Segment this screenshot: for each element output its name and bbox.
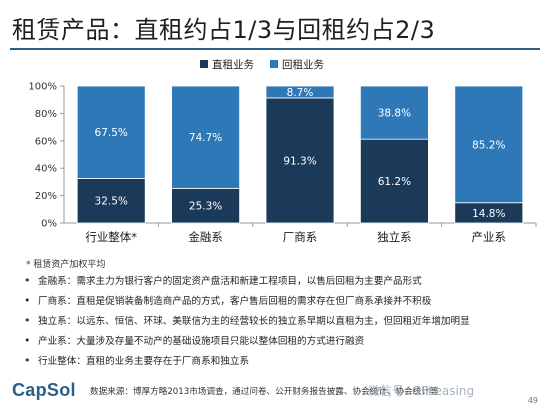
legend-swatch	[200, 60, 208, 68]
x-category-label: 金融系	[188, 230, 223, 244]
bullet-item: • 产业系：大量涉及存量不动产的基础设施项目只能以整体回租的方式进行融资	[24, 331, 544, 351]
y-tick-label: 20%	[35, 191, 57, 202]
x-category-label: 行业整体*	[85, 230, 137, 244]
legend-label: 直租业务	[212, 58, 254, 71]
bullet-item: • 厂商系：直租是促销装备制造商产品的方式，客户售后回租的需求存在但厂商系承接并不…	[24, 291, 544, 311]
x-category-label: 厂商系	[283, 230, 318, 244]
legend-swatch	[270, 60, 278, 68]
bar-segment	[76, 85, 146, 179]
bar-segment	[171, 85, 241, 189]
data-source: 数据来源：博厚方略2013市场调查，通过问卷、公开财务报告披露、协会统计、协会统…	[90, 387, 439, 397]
bullet-dot-icon: •	[24, 354, 31, 367]
x-category-label: 独立系	[377, 230, 412, 244]
bar-segment	[454, 85, 524, 204]
page-title: 租赁产品：直租约占1/3与回租约占2/3	[12, 16, 436, 44]
page-number: 49	[527, 396, 538, 405]
bullet-item: • 行业整体：直租的业务主要存在于厂商系和独立系	[24, 351, 544, 371]
bar-value-label: 8.7%	[287, 87, 314, 99]
bullet-text: 厂商系：直租是促销装备制造商产品的方式，客户售后回租的需求存在但厂商系承接并不积…	[38, 296, 432, 307]
bar-value-label: 85.2%	[472, 139, 505, 151]
capsol-logo: CapSol	[12, 380, 76, 400]
y-tick-label: 0%	[41, 219, 57, 230]
chart-footnote: * 租赁资产加权平均	[26, 260, 106, 270]
bullet-dot-icon: •	[24, 314, 31, 327]
y-tick-label: 60%	[35, 136, 57, 147]
y-tick-label: 40%	[35, 164, 57, 175]
bullet-dot-icon: •	[24, 294, 31, 307]
footer: CapSol 数据来源：博厚方略2013市场调查，通过问卷、公开财务报告披露、协…	[0, 374, 550, 413]
bar-value-label: 67.5%	[95, 127, 128, 139]
bullet-list: • 金融系：需求主力为银行客户的固定资产盘活和新建工程项目，以售后回租为主要产品形…	[24, 271, 544, 371]
bullet-text: 独立系：以远东、恒信、环球、美联信为主的经营较长的独立系早期以直租为主，但回租近…	[38, 316, 470, 327]
bar-segment	[265, 97, 335, 224]
y-tick-label: 100%	[28, 82, 57, 93]
bullet-dot-icon: •	[24, 334, 31, 347]
bar-value-label: 74.7%	[189, 132, 222, 144]
bullet-text: 行业整体：直租的业务主要存在于厂商系和独立系	[38, 356, 250, 367]
bar-segment	[76, 178, 146, 224]
bullet-item: • 独立系：以远东、恒信、环球、美联信为主的经营较长的独立系早期以直租为主，但回租…	[24, 311, 544, 331]
wechat-watermark: 微信号: GFLeasing	[368, 384, 475, 398]
bar-value-label: 14.8%	[472, 208, 505, 220]
bar-value-label: 25.3%	[189, 201, 222, 213]
bar-segment	[359, 138, 429, 224]
title-divider	[10, 48, 540, 50]
bar-value-label: 32.5%	[95, 196, 128, 208]
bar-value-label: 61.2%	[378, 176, 411, 188]
bar-value-label: 38.8%	[378, 108, 411, 120]
bar-segment	[359, 85, 429, 140]
legend-label: 回租业务	[282, 58, 324, 71]
stacked-bar-chart: 0% 20% 40% 60% 80% 100% 32.5% 67.5% 行业整体* 25.3% 74…	[28, 58, 537, 244]
bullet-text: 金融系：需求主力为银行客户的固定资产盘活和新建工程项目，以售后回租为主要产品形式	[38, 276, 422, 287]
x-category-label: 产业系	[472, 230, 507, 244]
bullet-text: 产业系：大量涉及存量不动产的基础设施项目只能以整体回租的方式进行融资	[38, 336, 365, 347]
bullet-item: • 金融系：需求主力为银行客户的固定资产盘活和新建工程项目，以售后回租为主要产品形…	[24, 271, 544, 291]
bar-segment	[265, 85, 335, 99]
bullet-dot-icon: •	[24, 274, 31, 287]
bar-value-label: 91.3%	[283, 155, 316, 167]
y-tick-label: 80%	[35, 109, 57, 120]
